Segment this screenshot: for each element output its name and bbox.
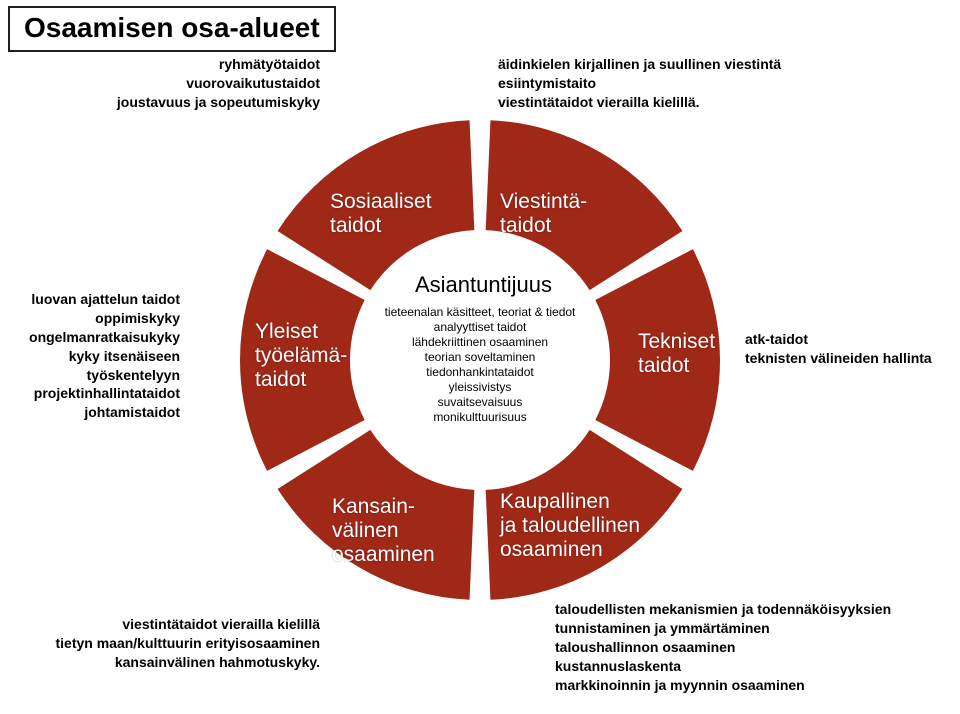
center-lines: tieteenalan käsitteet, teoriat & tiedota… bbox=[365, 305, 595, 425]
seg-label-worklife: Yleisettyöelämä-taidot bbox=[255, 320, 347, 392]
outer-comm: äidinkielen kirjallinen ja suullinen vie… bbox=[498, 55, 938, 112]
center-title: Asiantuntijuus bbox=[415, 272, 552, 298]
outer-tech: atk-taidotteknisten välineiden hallinta bbox=[745, 330, 955, 368]
outer-worklife: luovan ajattelun taidotoppimiskykyongelm… bbox=[0, 290, 180, 422]
seg-label-comm: Viestintä-taidot bbox=[500, 190, 587, 238]
page-root: { "title": "Osaamisen osa-alueet", "diag… bbox=[0, 0, 960, 714]
seg-label-international: Kansain-välinenosaaminen bbox=[332, 495, 435, 567]
outer-commercial: taloudellisten mekanismien ja todennäköi… bbox=[555, 600, 955, 694]
seg-label-tech: Teknisettaidot bbox=[638, 330, 715, 378]
outer-international: viestintätaidot vierailla kielillätietyn… bbox=[10, 615, 320, 672]
seg-label-commercial: Kaupallinenja taloudellinenosaaminen bbox=[500, 490, 640, 562]
outer-social: ryhmätyötaidotvuorovaikutustaidotjoustav… bbox=[30, 55, 320, 112]
seg-label-social: Sosiaalisettaidot bbox=[330, 190, 432, 238]
